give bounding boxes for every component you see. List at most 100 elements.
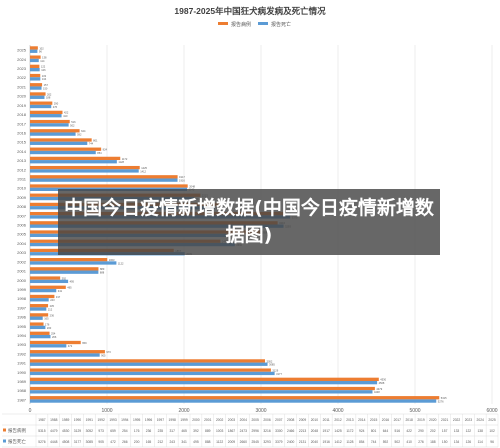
table-cell: 889	[205, 429, 211, 433]
table-cell: 188	[430, 440, 436, 444]
bar-incidence	[30, 276, 61, 280]
bar-incidence	[30, 175, 178, 179]
y-tick-label: 2024	[17, 57, 27, 62]
y-tick-label: 1992	[17, 351, 27, 356]
data-label-incidence: 659	[82, 341, 87, 345]
y-tick-label: 2023	[17, 66, 27, 71]
table-header-cell: 2003	[228, 418, 236, 422]
bar-incidence	[30, 368, 271, 372]
y-tick-label: 2022	[17, 75, 27, 80]
table-cell: 592	[383, 440, 389, 444]
table-cell: 854	[359, 440, 365, 444]
table-cell: 2131	[299, 440, 307, 444]
bar-deaths	[30, 49, 38, 53]
bar-deaths	[30, 150, 96, 155]
bar-incidence	[30, 55, 41, 59]
data-label-deaths: 165	[44, 317, 49, 321]
y-tick-label: 2018	[17, 112, 27, 117]
bar-incidence	[30, 92, 46, 96]
data-label-incidence: 5315	[441, 396, 447, 400]
table-header-cell: 1995	[133, 418, 141, 422]
data-label-incidence: 4479	[376, 387, 382, 391]
legend-swatch-incidence	[218, 22, 228, 25]
data-label-incidence: 465	[67, 286, 72, 290]
data-label-deaths: 495	[70, 280, 75, 284]
y-tick-label: 1993	[17, 342, 27, 347]
bar-deaths	[30, 86, 42, 90]
data-label-incidence: 2048	[189, 184, 195, 188]
y-tick-label: 2025	[17, 48, 27, 53]
bar-deaths	[30, 68, 40, 72]
y-tick-label: 1991	[17, 361, 27, 366]
data-label-deaths: 114	[40, 59, 45, 63]
bar-deaths	[30, 77, 41, 81]
data-label-incidence: 1003	[109, 258, 115, 262]
legend-swatch-deaths	[258, 22, 268, 25]
data-label-incidence: 1172	[122, 157, 128, 161]
legend-label-incidence: 报告病例	[231, 21, 251, 28]
y-tick-label: 2006	[17, 223, 27, 228]
data-label-incidence: 254	[51, 332, 56, 336]
table-header-cell: 2023	[465, 418, 473, 422]
y-tick-label: 2012	[17, 167, 27, 172]
bar-deaths	[30, 288, 57, 293]
table-cell: 888	[205, 440, 211, 444]
table-header-cell: 2006	[263, 418, 271, 422]
table-header-cell: 2021	[441, 418, 449, 422]
overlay-text: 中国今日疫情新增数据(中国今日疫情新增数据图)	[64, 197, 434, 246]
y-tick-label: 2001	[17, 269, 27, 274]
table-header-cell: 2009	[299, 418, 307, 422]
data-label-deaths: 1412	[140, 169, 146, 173]
bar-deaths	[30, 160, 117, 164]
table-header-cell: 2013	[346, 418, 354, 422]
data-label-deaths: 96	[39, 50, 42, 54]
data-label-deaths: 200	[47, 326, 52, 330]
table-cell: 744	[371, 440, 377, 444]
table-cell: 3052	[86, 429, 94, 433]
bar-deaths	[30, 380, 378, 385]
data-label-deaths: 410	[63, 114, 68, 118]
table-cell: 2545	[251, 440, 259, 444]
table-header-cell: 1996	[145, 418, 153, 422]
data-label-incidence: 1425	[141, 166, 147, 170]
y-tick-label: 2017	[17, 121, 27, 126]
table-cell: 422	[406, 429, 412, 433]
bar-incidence	[30, 322, 44, 326]
table-header-cell: 2017	[394, 418, 402, 422]
table-cell: 2473	[240, 429, 248, 433]
data-table: 1987 5315 5276 1988 4479 4448 1989 4530 4508 1990…	[2, 413, 499, 448]
table-header-cell: 1989	[62, 418, 70, 422]
y-tick-label: 1989	[17, 379, 27, 384]
table-header-cell: 1997	[157, 418, 165, 422]
table-header-cell: 2002	[216, 418, 224, 422]
bar-incidence	[30, 165, 140, 170]
x-axis-labels: 0 1000 2000 3000 4000 5000 6000	[29, 408, 498, 414]
table-cell: 150	[442, 440, 448, 444]
table-cell: 266	[122, 440, 128, 444]
bar-incidence	[30, 73, 41, 78]
y-tick-label: 2005	[17, 232, 27, 237]
y-tick-label: 2013	[17, 158, 27, 163]
bar-incidence	[30, 313, 49, 317]
table-cell: 495	[193, 440, 199, 444]
y-tick-label: 2010	[17, 186, 27, 191]
data-label-deaths: 905	[101, 353, 106, 357]
data-label-deaths: 1122	[118, 261, 124, 265]
table-cell: 2466	[287, 429, 295, 433]
bar-deaths	[30, 58, 39, 63]
table-cell: 176	[134, 429, 140, 433]
data-label-deaths: 5276	[438, 399, 444, 403]
data-label-deaths: 854	[97, 151, 102, 155]
data-label-incidence: 801	[93, 138, 98, 142]
data-label-deaths: 188	[46, 96, 51, 100]
x-tick-label: 1000	[101, 408, 112, 414]
bar-incidence	[30, 331, 50, 335]
table-row-swatch	[3, 439, 6, 443]
table-cell: 465	[181, 429, 187, 433]
bar-incidence	[30, 267, 99, 271]
table-cell: 236	[146, 429, 152, 433]
x-tick-label: 6000	[486, 408, 497, 414]
table-cell: 126	[466, 440, 472, 444]
bar-incidence	[30, 359, 266, 363]
legend-label-deaths: 报告死亡	[271, 21, 291, 28]
